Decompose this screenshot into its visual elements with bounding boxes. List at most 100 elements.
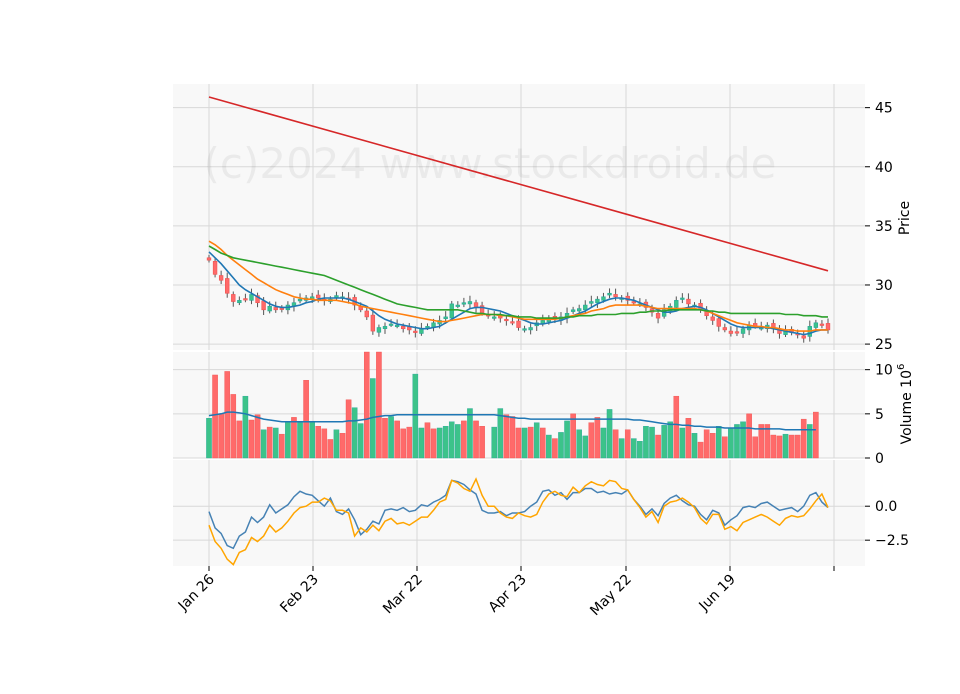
candle-body <box>655 313 661 319</box>
candle-body <box>237 300 242 304</box>
volume-bar <box>612 429 619 459</box>
candle-body <box>510 321 515 324</box>
x-tick-label: Apr 23 <box>486 572 530 616</box>
price-tick-label: 40 <box>875 160 893 176</box>
candle-body <box>225 278 230 294</box>
candle-body <box>819 323 825 326</box>
volume-bar <box>503 414 510 459</box>
candle-body <box>825 323 831 331</box>
volume-bar <box>442 426 449 459</box>
x-tick-label: May 22 <box>587 572 635 620</box>
candle-body <box>401 326 406 330</box>
volume-bar <box>461 420 467 459</box>
volume-bar <box>776 435 783 459</box>
candle-body <box>589 301 594 304</box>
candle-body <box>492 316 497 319</box>
volume-bar <box>412 373 419 459</box>
volume-bar <box>436 427 443 459</box>
volume-bar <box>655 434 661 459</box>
volume-bar <box>552 438 558 459</box>
candle-body <box>425 326 430 329</box>
volume-bar <box>279 433 285 459</box>
volume-bar <box>813 411 819 459</box>
candle-body <box>570 309 576 312</box>
volume-bar <box>691 433 698 459</box>
volume-bar <box>400 428 406 459</box>
candle-body <box>382 326 388 330</box>
volume-bar <box>661 425 667 459</box>
volume-ma-line <box>208 411 816 431</box>
osc-tick-label: 0.0 <box>875 499 897 515</box>
volume-bar <box>242 395 249 459</box>
candle-body <box>607 292 612 296</box>
candle-body <box>522 328 527 331</box>
volume-axis-exp-base: 10 <box>899 370 915 388</box>
volume-bar <box>467 408 473 459</box>
candle-body <box>218 275 224 281</box>
volume-bar <box>333 429 340 459</box>
candle-body <box>370 314 376 332</box>
x-tick-label: Jun 19 <box>696 572 739 615</box>
volume-bar <box>430 428 437 459</box>
volume-bar <box>479 426 485 459</box>
volume-layer <box>206 351 819 459</box>
price-tick-label: 30 <box>875 278 893 294</box>
price-tick-label: 45 <box>875 101 893 117</box>
volume-bar <box>491 426 498 459</box>
candle-body <box>583 304 588 311</box>
volume-bar <box>722 436 728 459</box>
candle-body <box>595 298 600 304</box>
candle-body <box>728 330 734 334</box>
oscillator-layer <box>208 477 829 566</box>
volume-bar <box>254 414 261 459</box>
candle-body <box>467 301 473 305</box>
volume-bar <box>309 421 315 459</box>
volume-bar <box>285 421 291 459</box>
price-layer <box>206 96 831 343</box>
volume-bar <box>291 417 297 459</box>
candle-body <box>813 322 819 328</box>
volume-bar <box>315 426 322 459</box>
volume-axis-word: Volume <box>899 392 915 444</box>
volume-bar <box>800 418 807 459</box>
candle-body <box>528 327 533 331</box>
price-ma-line <box>208 240 828 332</box>
volume-bar <box>406 426 413 459</box>
volume-bar <box>782 433 789 459</box>
volume-bar <box>297 422 303 459</box>
volume-bar <box>546 434 552 459</box>
volume-bar <box>339 433 346 459</box>
candle-body <box>255 295 260 304</box>
volume-bar <box>448 421 455 459</box>
volume-bar <box>473 420 479 459</box>
volume-bar <box>327 439 334 459</box>
candle-body <box>297 298 303 302</box>
candle-body <box>212 261 218 275</box>
volume-bar <box>746 413 752 459</box>
price-ma-line <box>208 96 829 272</box>
volume-bar <box>206 418 212 459</box>
volume-bar <box>667 421 673 459</box>
candle-body <box>740 328 746 334</box>
volume-bar <box>624 429 631 459</box>
volume-bar <box>740 421 746 459</box>
candle-body <box>613 294 618 298</box>
volume-bar <box>351 407 358 459</box>
candle-body <box>734 331 740 334</box>
watermark: (c)2024 www.stockdroid.de <box>204 139 777 188</box>
candle-body <box>661 309 667 317</box>
volume-bar <box>266 426 273 459</box>
volume-axis-label: Volume 106 <box>896 364 915 445</box>
volume-bar <box>521 427 528 459</box>
volume-bar <box>303 380 309 459</box>
x-tick-label: Jan 26 <box>175 571 218 614</box>
volume-bar <box>582 435 589 459</box>
volume-bar <box>357 423 364 459</box>
volume-bar <box>515 427 522 459</box>
volume-bar <box>376 351 382 459</box>
volume-bar <box>637 441 643 459</box>
volume-bar <box>679 427 686 459</box>
candle-body <box>394 324 400 327</box>
candle-body <box>449 303 454 319</box>
